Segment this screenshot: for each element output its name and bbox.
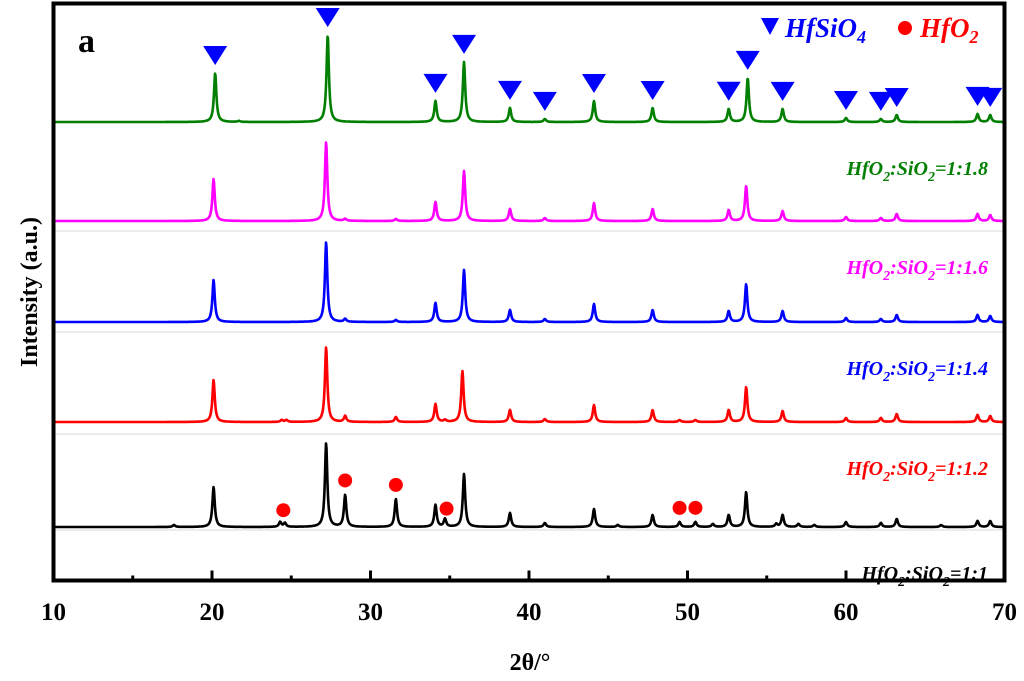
label-text: HfO: [845, 458, 883, 480]
hfsio4-marker: [315, 7, 340, 27]
hfsio4-marker: [770, 81, 795, 101]
hfsio4-marker: [203, 45, 228, 65]
series-labels: HfO2:SiO2=1:1HfO2:SiO2=1:1.2HfO2:SiO2=1:…: [845, 158, 988, 590]
hfsio4-marker: [884, 87, 909, 107]
legend-label-hfo2: HfO2: [919, 13, 979, 47]
plot-frame: [51, 1, 1007, 583]
trace-1: [54, 346, 1004, 424]
hfsio4-marker: [640, 80, 665, 100]
legend-text: HfSiO: [784, 13, 857, 43]
legend-text: HfO: [919, 13, 970, 43]
label-text: :SiO: [890, 158, 928, 180]
subscript: 2: [927, 170, 935, 185]
subscript: 2: [927, 470, 935, 485]
x-tick-label: 70: [992, 599, 1017, 626]
panel-label: a: [78, 23, 95, 60]
trace-3: [54, 141, 1004, 223]
trace-4: [54, 35, 1004, 124]
label-text: =1:1.4: [935, 358, 988, 380]
hfsio4-marker: [834, 90, 858, 110]
subscript: 2: [927, 269, 935, 284]
label-text: HfO: [845, 358, 883, 380]
label-text: HfO: [845, 257, 883, 279]
subscript: 2: [882, 470, 890, 485]
trace-separators: [53, 230, 1005, 531]
x-tick-label: 40: [517, 599, 542, 626]
hfsio4-marker: [581, 73, 606, 93]
subscript: 2: [969, 27, 979, 47]
hfsio4-marker: [423, 73, 448, 93]
label-text: =1:1.8: [935, 158, 988, 180]
hfo2-marker: [338, 473, 353, 488]
subscript: 4: [856, 27, 866, 47]
subscript: 2: [882, 269, 890, 284]
xrd-traces: [54, 35, 1004, 529]
x-tick-label: 20: [200, 599, 225, 626]
subscript: 2: [882, 370, 890, 385]
subscript: 2: [927, 370, 935, 385]
hfo2-marker: [672, 500, 687, 515]
x-tick-label: 60: [834, 599, 859, 626]
subscript: 2: [882, 170, 890, 185]
x-tick-label: 50: [675, 599, 700, 626]
hfo2-marker: [388, 477, 403, 492]
series-label-1: HfO2:SiO2=1:1.2: [845, 458, 988, 485]
x-tick-label: 10: [41, 599, 66, 626]
hfsio4-marker: [452, 34, 477, 54]
legend-triangle-icon: [761, 18, 779, 35]
trace-2: [54, 241, 1004, 324]
hfsio4-marker: [735, 50, 760, 70]
hfsio4-marker: [978, 87, 1003, 107]
hfsio4-marker: [497, 80, 522, 100]
label-text: HfO: [845, 158, 883, 180]
legend-label-hfsio4: HfSiO4: [784, 13, 866, 47]
hfo2-marker: [439, 501, 454, 516]
series-label-4: HfO2:SiO2=1:1.8: [845, 158, 988, 185]
trace-0: [54, 442, 1004, 529]
phase-markers: [203, 7, 1003, 518]
series-label-3: HfO2:SiO2=1:1.6: [845, 257, 988, 284]
series-label-2: HfO2:SiO2=1:1.4: [845, 358, 988, 385]
label-text: :SiO: [890, 257, 928, 279]
label-text: =1:1.2: [935, 458, 988, 480]
x-axis-title: 2θ/°: [510, 650, 551, 676]
label-text: :SiO: [890, 458, 928, 480]
legend: HfSiO4 HfO2: [761, 13, 979, 47]
x-tick-label: 30: [358, 599, 383, 626]
legend-circle-icon: [898, 21, 912, 35]
x-axis-ticks: 10 20 30 40 50 60 70: [41, 570, 1017, 626]
hfsio4-marker: [868, 91, 893, 111]
hfo2-marker: [276, 503, 291, 518]
y-axis-title: Intensity (a.u.): [17, 217, 43, 367]
hfo2-marker: [688, 500, 703, 515]
label-text: =1:1.6: [935, 257, 988, 279]
hfsio4-marker: [716, 81, 741, 101]
hfsio4-marker: [532, 91, 557, 111]
label-text: :SiO: [890, 358, 928, 380]
